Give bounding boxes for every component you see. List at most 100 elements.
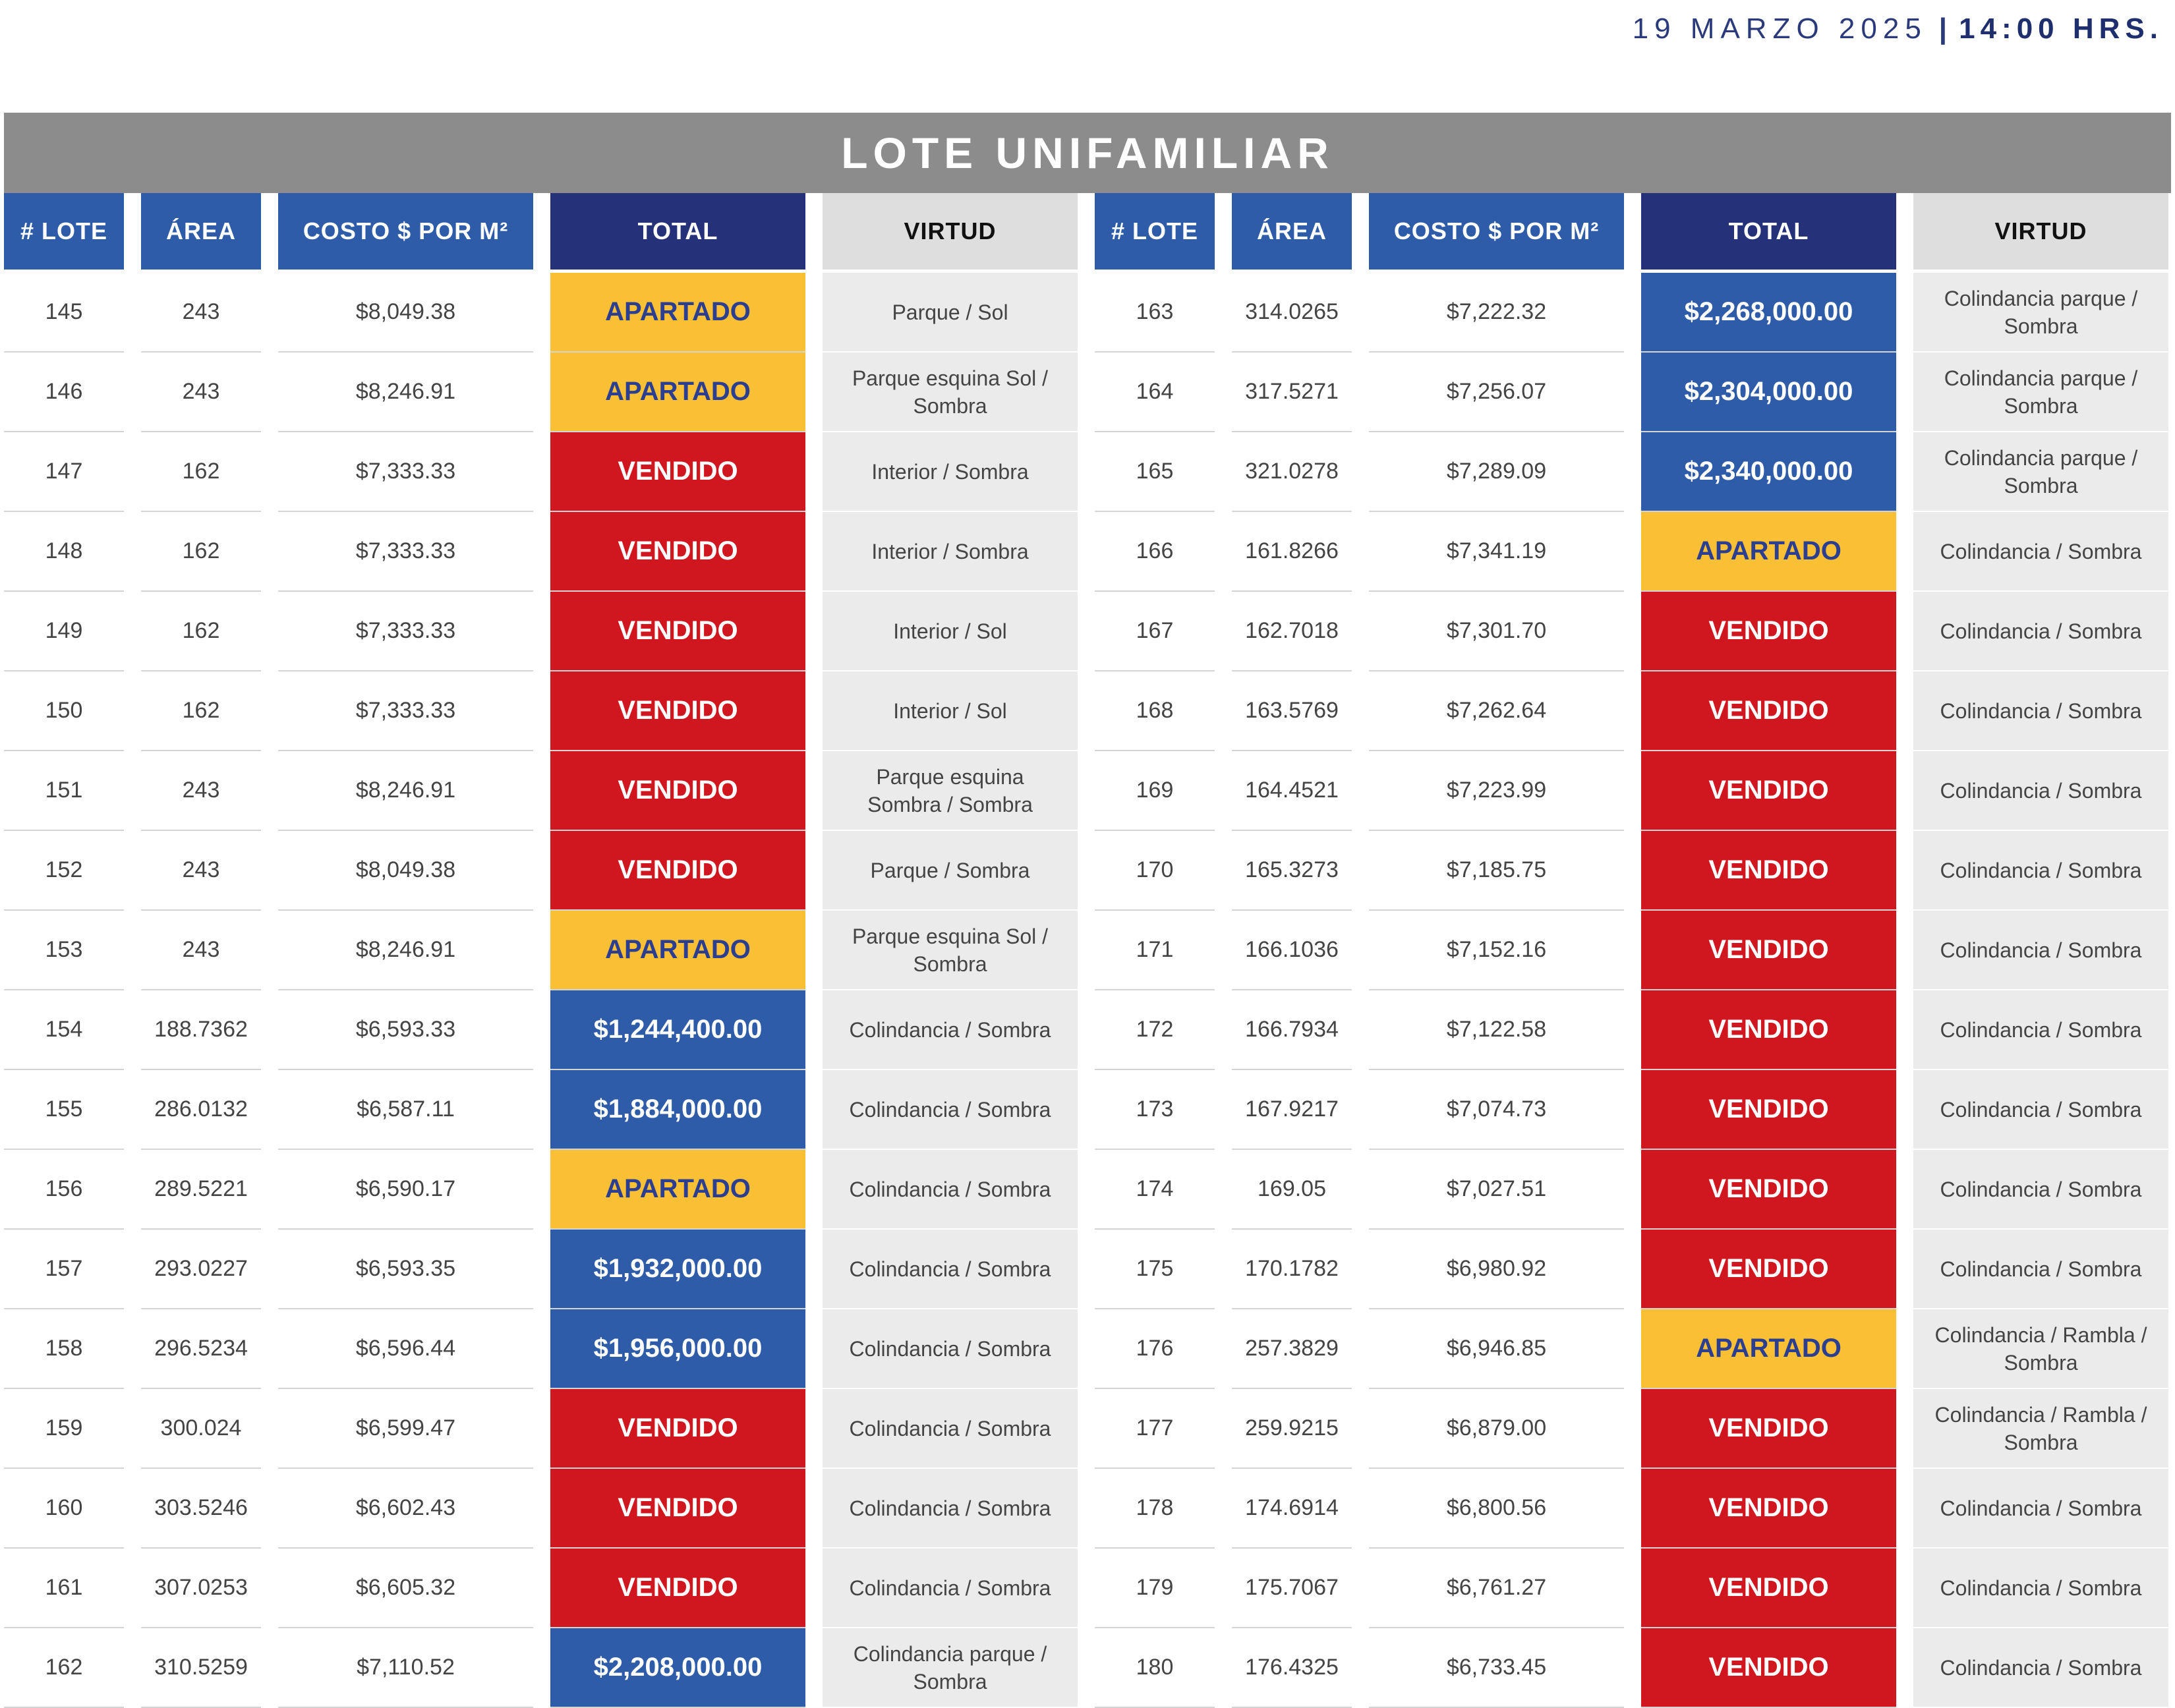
lot-area-cell: 166.1036 bbox=[1232, 911, 1352, 990]
lot-area-cell: 321.0278 bbox=[1232, 432, 1352, 512]
lot-number-cell: 168 bbox=[1095, 671, 1215, 751]
price-per-m2-cell: $6,593.33 bbox=[278, 990, 533, 1070]
lot-area-cell: 314.0265 bbox=[1232, 273, 1352, 353]
lot-number-cell: 157 bbox=[4, 1230, 124, 1309]
price-per-m2-cell: $6,590.17 bbox=[278, 1150, 533, 1230]
lot-number-cell: 167 bbox=[1095, 592, 1215, 671]
lot-area-cell: 169.05 bbox=[1232, 1150, 1352, 1230]
lot-number-cell: 149 bbox=[4, 592, 124, 671]
total-status-cell: VENDIDO bbox=[1641, 1628, 1896, 1708]
price-per-m2-cell: $7,333.33 bbox=[278, 512, 533, 592]
total-status-cell: VENDIDO bbox=[550, 671, 805, 751]
total-status-cell: $2,208,000.00 bbox=[550, 1628, 805, 1708]
price-per-m2-cell: $7,301.70 bbox=[1369, 592, 1624, 671]
column-header-virtud-left: VIRTUD bbox=[823, 193, 1078, 270]
total-status-cell: $2,304,000.00 bbox=[1641, 353, 1896, 432]
lot-area-cell: 243 bbox=[141, 353, 261, 432]
lot-area-cell: 176.4325 bbox=[1232, 1628, 1352, 1708]
total-status-cell: VENDIDO bbox=[1641, 911, 1896, 990]
lot-area-cell: 317.5271 bbox=[1232, 353, 1352, 432]
lot-area-cell: 286.0132 bbox=[141, 1070, 261, 1150]
lot-number-cell: 146 bbox=[4, 353, 124, 432]
lot-area-cell: 293.0227 bbox=[141, 1230, 261, 1309]
price-per-m2-cell: $6,605.32 bbox=[278, 1549, 533, 1628]
price-per-m2-cell: $7,256.07 bbox=[1369, 353, 1624, 432]
price-per-m2-cell: $6,879.00 bbox=[1369, 1389, 1624, 1469]
lot-number-cell: 174 bbox=[1095, 1150, 1215, 1230]
total-status-cell: VENDIDO bbox=[1641, 1070, 1896, 1150]
lot-area-cell: 164.4521 bbox=[1232, 751, 1352, 831]
lot-area-cell: 303.5246 bbox=[141, 1469, 261, 1549]
price-per-m2-cell: $7,185.75 bbox=[1369, 831, 1624, 911]
lot-number-cell: 151 bbox=[4, 751, 124, 831]
price-per-m2-cell: $7,110.52 bbox=[278, 1628, 533, 1708]
virtud-cell: Colindancia / Sombra bbox=[823, 1150, 1078, 1230]
virtud-cell: Interior / Sol bbox=[823, 671, 1078, 751]
lot-area-cell: 243 bbox=[141, 831, 261, 911]
lot-number-cell: 180 bbox=[1095, 1628, 1215, 1708]
total-status-cell: APARTADO bbox=[550, 273, 805, 353]
lot-number-cell: 178 bbox=[1095, 1469, 1215, 1549]
lot-area-cell: 162.7018 bbox=[1232, 592, 1352, 671]
price-per-m2-cell: $7,223.99 bbox=[1369, 751, 1624, 831]
total-status-cell: VENDIDO bbox=[1641, 1150, 1896, 1230]
virtud-cell: Colindancia / Sombra bbox=[1913, 1150, 2168, 1230]
lot-number-cell: 160 bbox=[4, 1469, 124, 1549]
total-status-cell: VENDIDO bbox=[1641, 592, 1896, 671]
lot-area-cell: 162 bbox=[141, 432, 261, 512]
column-header-costo-left: COSTO $ POR M² bbox=[278, 193, 533, 270]
lot-number-cell: 147 bbox=[4, 432, 124, 512]
total-status-cell: APARTADO bbox=[1641, 512, 1896, 592]
price-per-m2-cell: $7,027.51 bbox=[1369, 1150, 1624, 1230]
total-status-cell: APARTADO bbox=[550, 353, 805, 432]
lot-number-cell: 163 bbox=[1095, 273, 1215, 353]
total-status-cell: $1,932,000.00 bbox=[550, 1230, 805, 1309]
lot-number-cell: 153 bbox=[4, 911, 124, 990]
virtud-cell: Colindancia / Rambla / Sombra bbox=[1913, 1309, 2168, 1389]
lot-area-cell: 165.3273 bbox=[1232, 831, 1352, 911]
virtud-cell: Interior / Sombra bbox=[823, 512, 1078, 592]
price-per-m2-cell: $8,246.91 bbox=[278, 751, 533, 831]
column-header-lote-left: # LOTE bbox=[4, 193, 124, 270]
total-status-cell: VENDIDO bbox=[550, 751, 805, 831]
virtud-cell: Colindancia / Sombra bbox=[823, 1469, 1078, 1549]
column-header-lote-right: # LOTE bbox=[1095, 193, 1215, 270]
lot-area-cell: 162 bbox=[141, 512, 261, 592]
virtud-cell: Colindancia / Rambla / Sombra bbox=[1913, 1389, 2168, 1469]
price-per-m2-cell: $6,593.35 bbox=[278, 1230, 533, 1309]
price-per-m2-cell: $8,246.91 bbox=[278, 911, 533, 990]
lot-number-cell: 152 bbox=[4, 831, 124, 911]
total-status-cell: VENDIDO bbox=[550, 1549, 805, 1628]
time-label: 14:00 HRS. bbox=[1959, 13, 2163, 45]
virtud-cell: Colindancia / Sombra bbox=[1913, 592, 2168, 671]
lot-area-cell: 243 bbox=[141, 911, 261, 990]
virtud-cell: Colindancia / Sombra bbox=[823, 1549, 1078, 1628]
lot-number-cell: 161 bbox=[4, 1549, 124, 1628]
virtud-cell: Colindancia parque / Sombra bbox=[1913, 353, 2168, 432]
lot-number-cell: 148 bbox=[4, 512, 124, 592]
virtud-cell: Colindancia / Sombra bbox=[1913, 751, 2168, 831]
lot-area-cell: 162 bbox=[141, 592, 261, 671]
virtud-cell: Colindancia / Sombra bbox=[1913, 990, 2168, 1070]
virtud-cell: Parque / Sol bbox=[823, 273, 1078, 353]
price-per-m2-cell: $7,289.09 bbox=[1369, 432, 1624, 512]
price-per-m2-cell: $6,946.85 bbox=[1369, 1309, 1624, 1389]
price-per-m2-cell: $7,222.32 bbox=[1369, 273, 1624, 353]
total-status-cell: VENDIDO bbox=[550, 592, 805, 671]
lot-area-cell: 257.3829 bbox=[1232, 1309, 1352, 1389]
price-per-m2-cell: $7,333.33 bbox=[278, 671, 533, 751]
total-status-cell: VENDIDO bbox=[550, 1389, 805, 1469]
total-status-cell: VENDIDO bbox=[550, 432, 805, 512]
lot-number-cell: 172 bbox=[1095, 990, 1215, 1070]
price-per-m2-cell: $8,049.38 bbox=[278, 273, 533, 353]
total-status-cell: $1,884,000.00 bbox=[550, 1070, 805, 1150]
virtud-cell: Parque / Sombra bbox=[823, 831, 1078, 911]
lot-area-cell: 166.7934 bbox=[1232, 990, 1352, 1070]
column-header-area-right: ÁREA bbox=[1232, 193, 1352, 270]
lot-area-cell: 289.5221 bbox=[141, 1150, 261, 1230]
virtud-cell: Parque esquina Sol / Sombra bbox=[823, 353, 1078, 432]
virtud-cell: Colindancia / Sombra bbox=[823, 990, 1078, 1070]
price-per-m2-cell: $7,074.73 bbox=[1369, 1070, 1624, 1150]
price-per-m2-cell: $6,596.44 bbox=[278, 1309, 533, 1389]
total-status-cell: VENDIDO bbox=[1641, 671, 1896, 751]
